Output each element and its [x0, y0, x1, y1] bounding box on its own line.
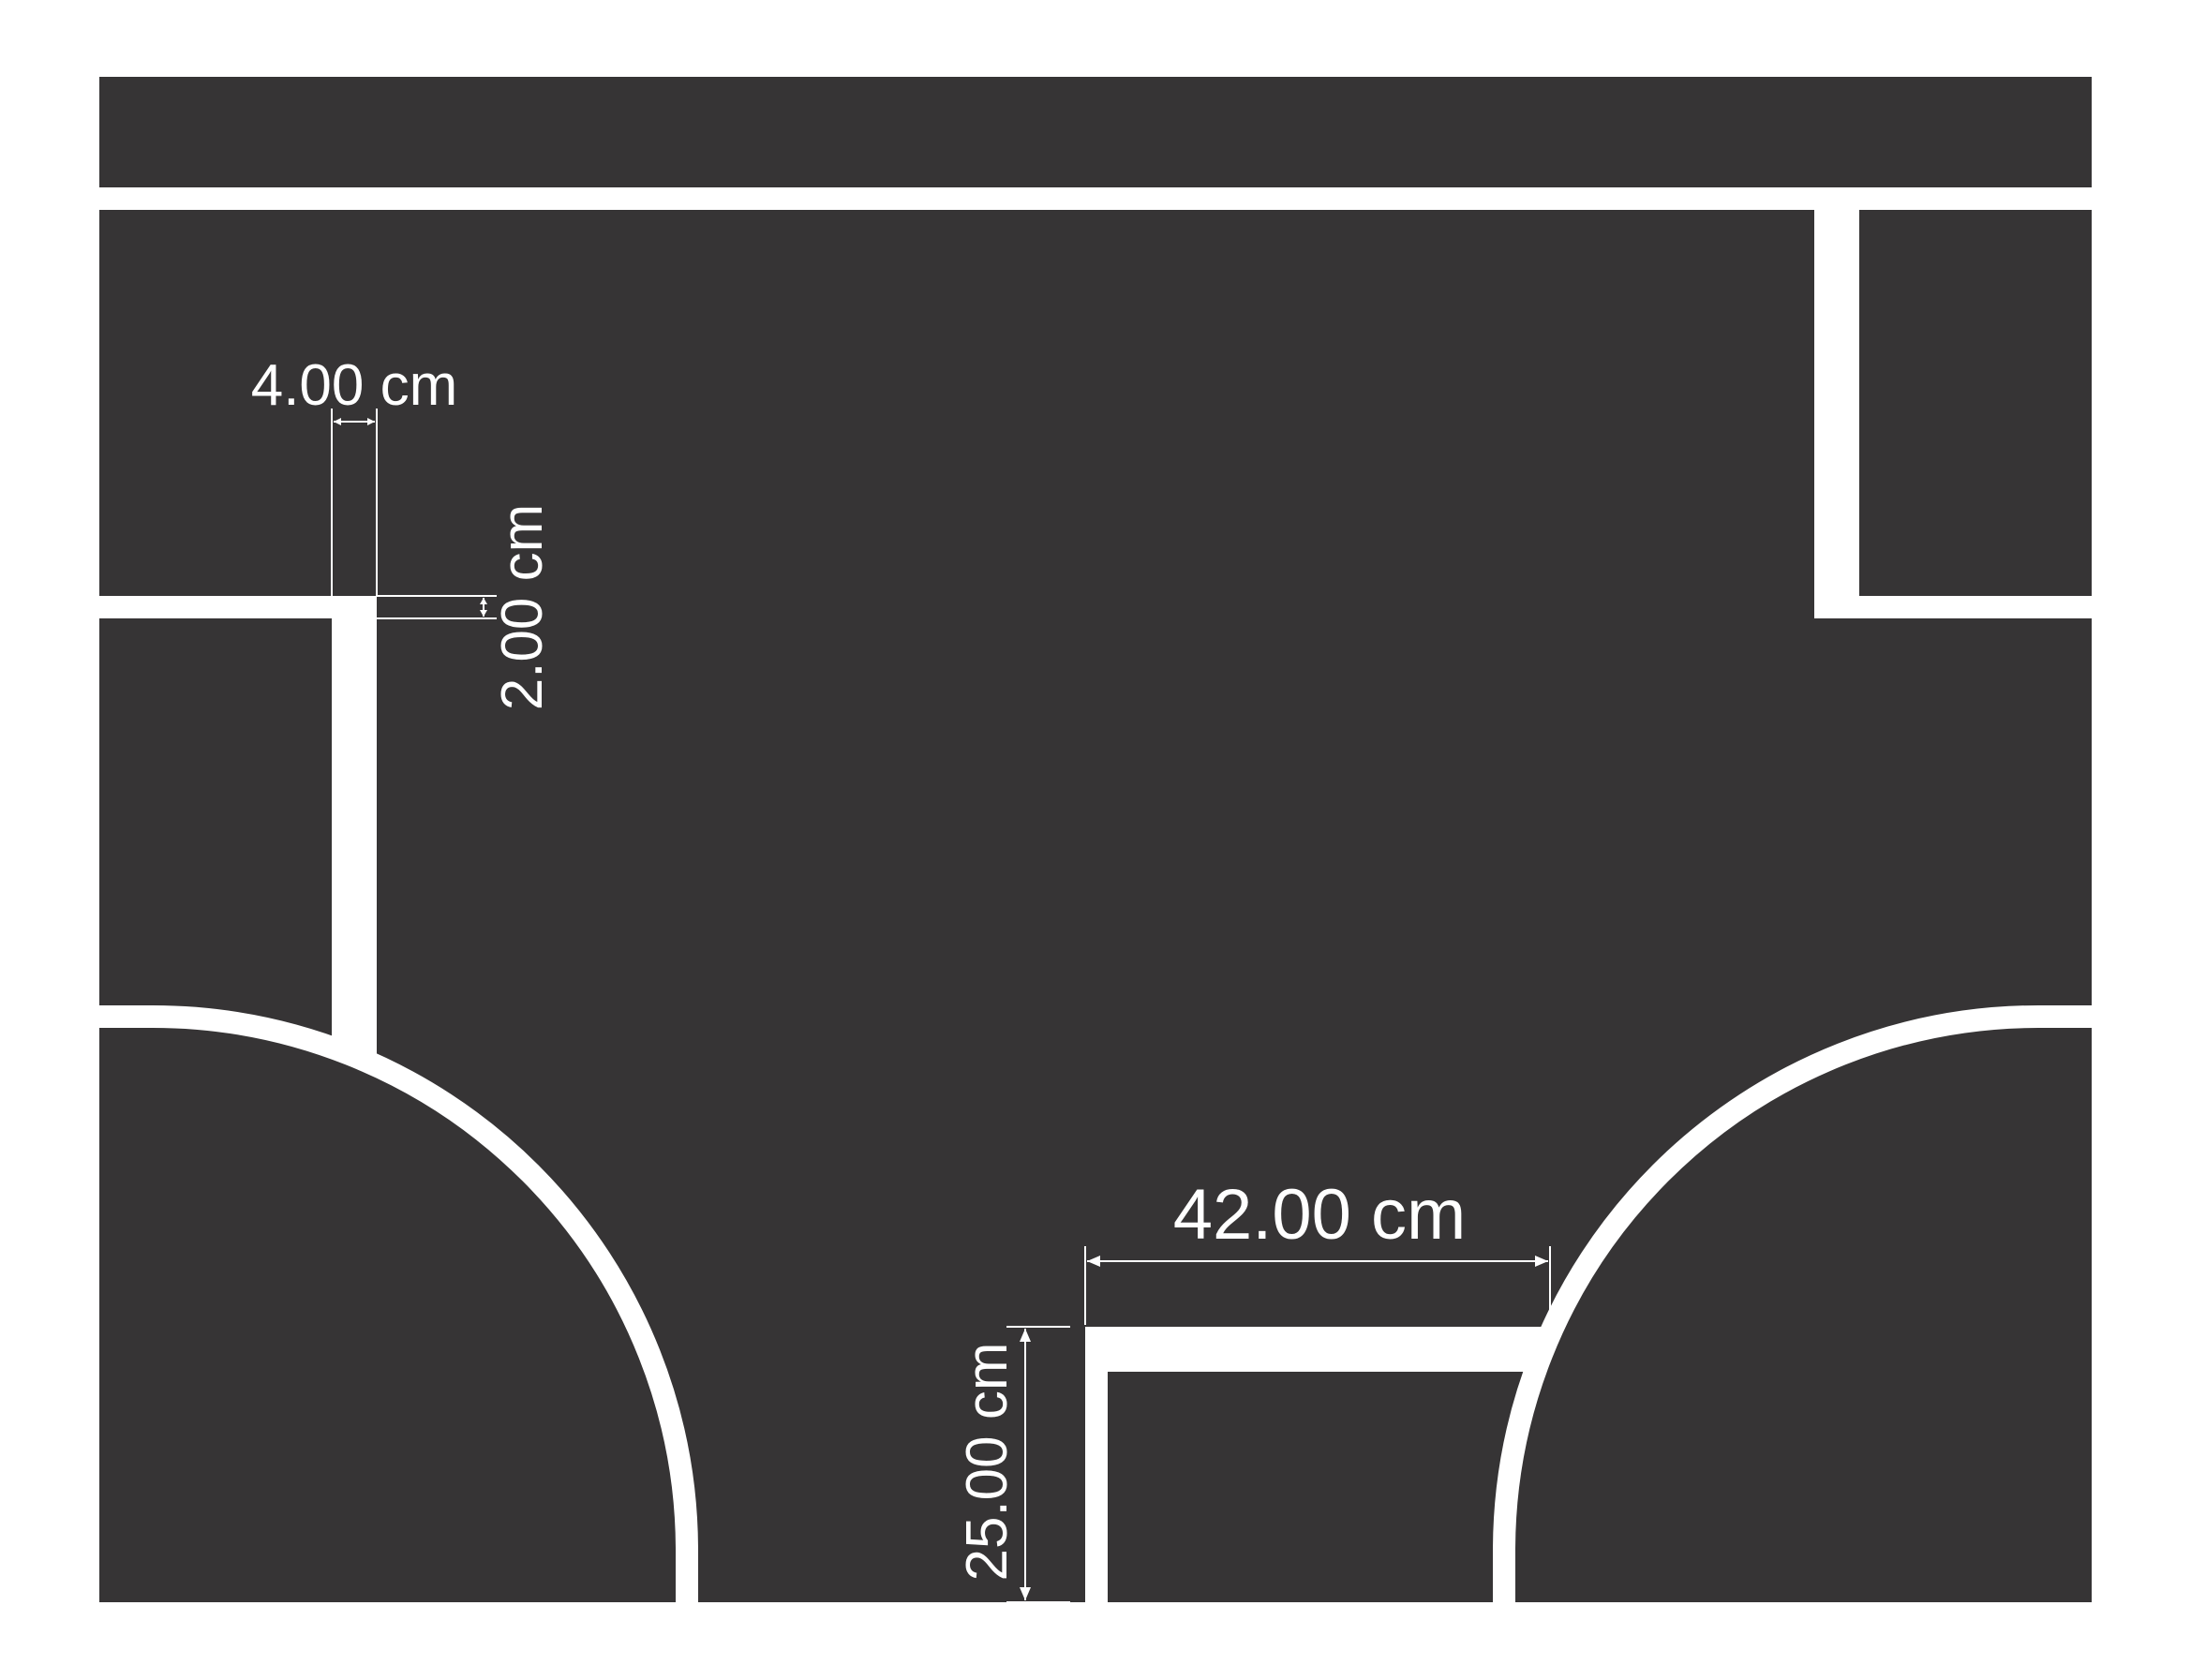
dimension-line-thickness [377, 595, 497, 619]
dimension-box-width [1084, 1246, 1551, 1325]
line-width-label: 4.00 cm [251, 353, 458, 418]
box-left-line [1085, 1327, 1108, 1602]
right-curve [1493, 1005, 2092, 1602]
left-vertical-line [332, 596, 377, 1057]
right-horizontal-line [1814, 596, 2092, 618]
top-horizontal-line [99, 187, 2092, 210]
dimension-box-height [1006, 1326, 1070, 1603]
left-horizontal-line [99, 596, 377, 618]
track-lines [99, 187, 2092, 1602]
box-width-label: 42.00 cm [1173, 1175, 1467, 1255]
line-thickness-label: 2.00 cm [490, 504, 555, 711]
box-height-label: 25.00 cm [955, 1342, 1020, 1581]
box-top-line [1085, 1327, 1544, 1372]
track-curves [99, 1005, 2092, 1602]
left-curve [99, 1005, 698, 1602]
right-vertical-line [1814, 210, 1859, 618]
dimension-line-width [331, 409, 378, 596]
